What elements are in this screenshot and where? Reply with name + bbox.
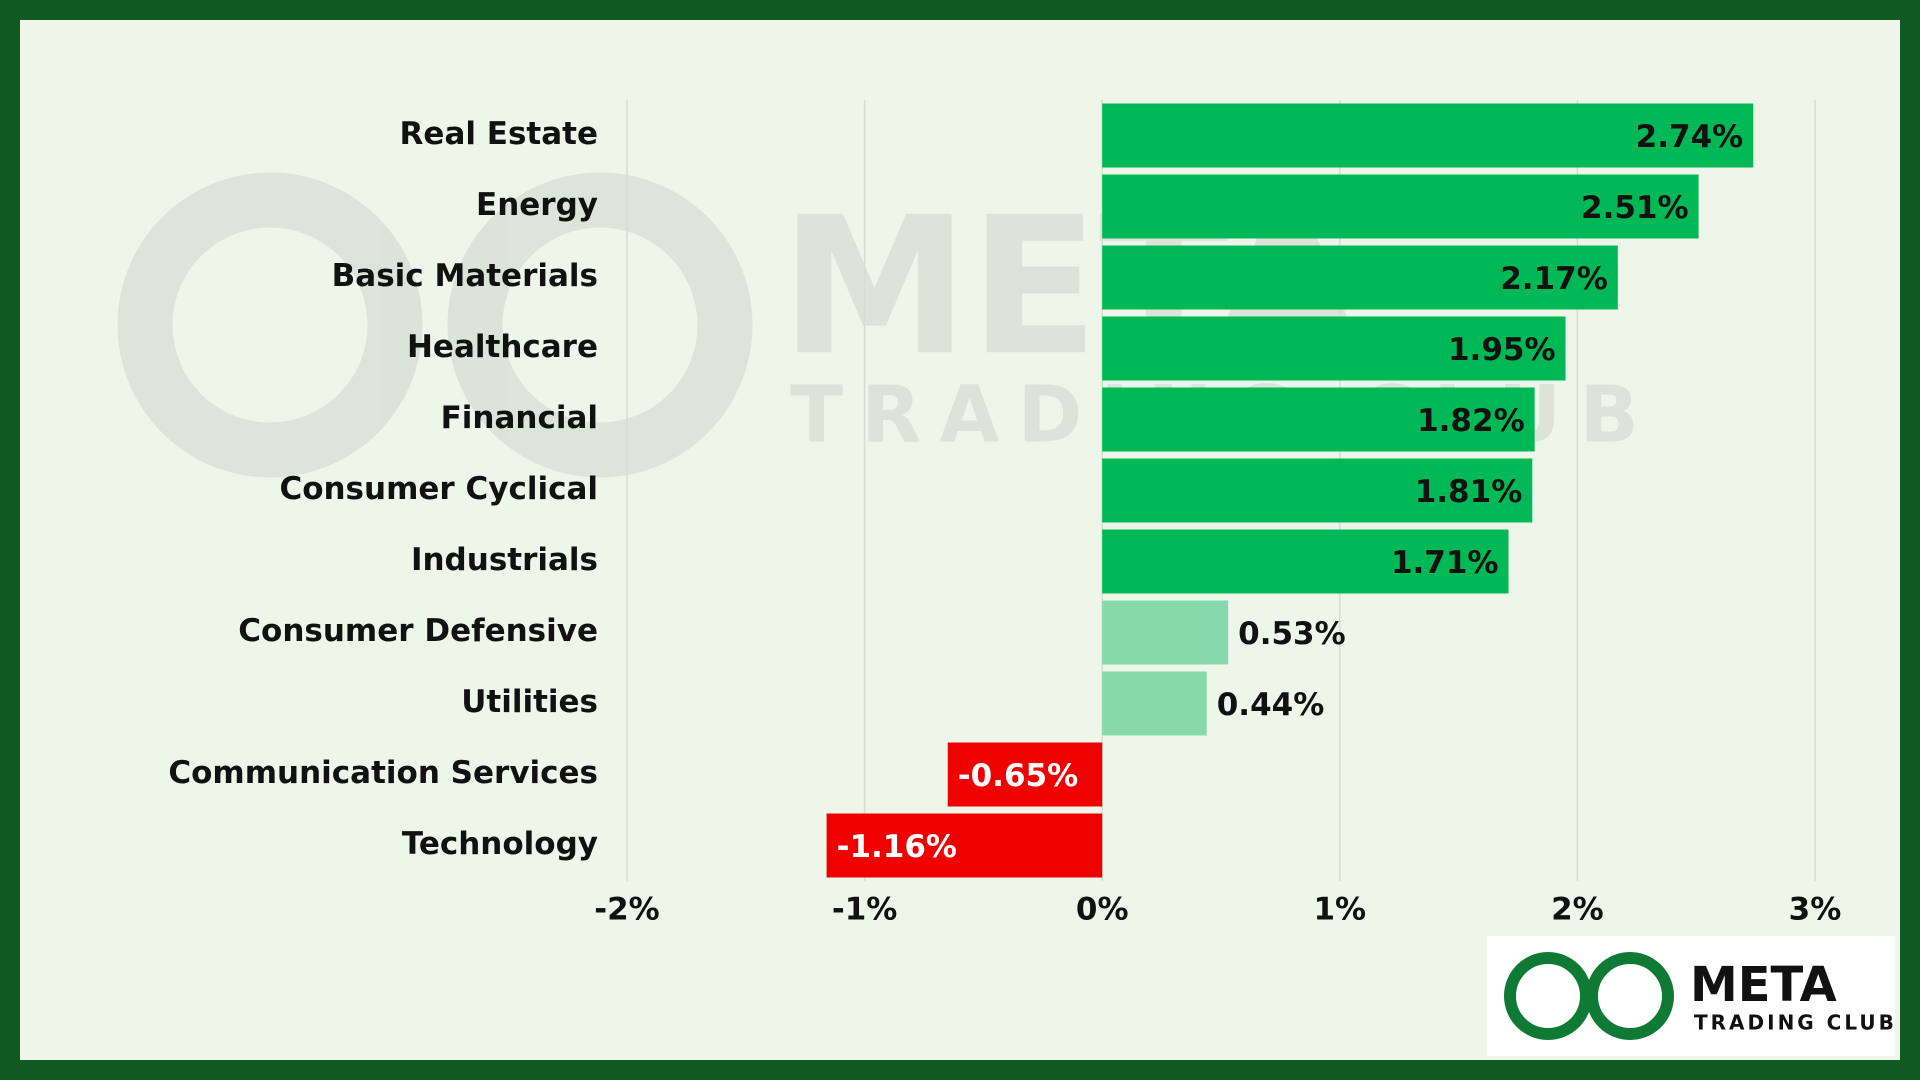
value-label: 0.44%: [1217, 687, 1325, 723]
bar: [1102, 245, 1618, 310]
value-label: 1.81%: [1415, 474, 1523, 510]
bar: [1102, 316, 1566, 381]
logo-ring: [1586, 952, 1674, 1040]
value-label: 0.53%: [1238, 616, 1346, 652]
logo-title: META: [1690, 957, 1837, 1013]
bar: [1102, 103, 1754, 168]
bar: [947, 742, 1103, 807]
value-label: 1.95%: [1448, 332, 1556, 368]
value-label: 2.74%: [1636, 119, 1744, 155]
value-label: -1.16%: [837, 829, 957, 865]
y-tick-label: Communication Services: [168, 755, 598, 791]
value-label: 2.51%: [1581, 190, 1689, 226]
bar: [826, 813, 1103, 878]
value-label: 1.82%: [1417, 403, 1525, 439]
y-tick-label: Financial: [441, 400, 598, 436]
y-tick-label: Technology: [402, 826, 598, 862]
bar: [1102, 174, 1699, 239]
bar: [1102, 529, 1509, 594]
value-label: -0.65%: [958, 758, 1078, 794]
y-tick-label: Healthcare: [407, 329, 598, 365]
watermark-ring: [117, 172, 423, 478]
x-tick-label: -2%: [594, 892, 660, 928]
x-tick-label: -1%: [832, 892, 898, 928]
y-tick-label: Consumer Cyclical: [279, 471, 598, 507]
y-tick-label: Basic Materials: [332, 258, 598, 294]
x-tick-label: 0%: [1076, 892, 1129, 928]
bar: [1102, 671, 1207, 736]
y-tick-label: Industrials: [411, 542, 598, 578]
x-tick-label: 2%: [1551, 892, 1604, 928]
value-label: 1.71%: [1391, 545, 1499, 581]
y-tick-label: Real Estate: [400, 116, 598, 152]
y-tick-label: Utilities: [461, 684, 598, 720]
x-tick-label: 1%: [1313, 892, 1366, 928]
watermark-ring: [447, 172, 753, 478]
x-tick-label: 3%: [1789, 892, 1842, 928]
y-tick-label: Consumer Defensive: [238, 613, 598, 649]
plot: -2% -1% 0% 1% 2% 3% Real Estate 2.74% Energy 2.51…: [168, 100, 1841, 928]
bar: [1102, 387, 1535, 452]
value-label: 2.17%: [1500, 261, 1608, 297]
logo-subtitle: TRADING CLUB: [1694, 1011, 1897, 1035]
bar: [1102, 600, 1229, 665]
logo: META TRADING CLUB: [1487, 936, 1897, 1056]
bar: [1102, 458, 1533, 523]
y-tick-label: Energy: [476, 187, 598, 223]
